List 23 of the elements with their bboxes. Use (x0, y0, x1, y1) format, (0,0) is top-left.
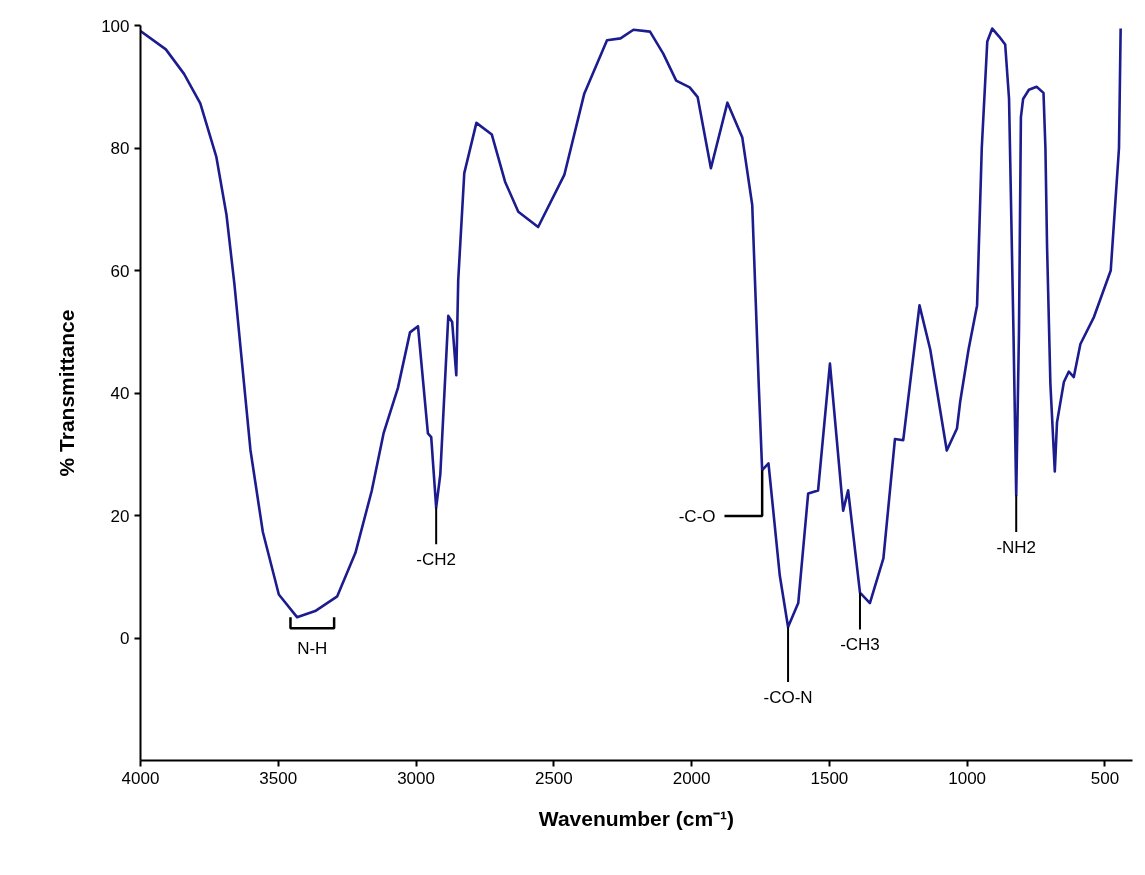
x-tick-label: 1000 (948, 768, 987, 788)
y-tick-label: 60 (110, 261, 130, 281)
x-tick-label: 2000 (672, 768, 711, 788)
x-tick-label: 2500 (534, 768, 573, 788)
annotation: -CO-N (763, 687, 813, 707)
y-tick-label: 100 (101, 16, 130, 36)
annotation: N-H (297, 639, 328, 659)
x-tick-label: 500 (1090, 768, 1120, 788)
y-tick-label: 40 (110, 384, 130, 403)
annotation: -C-O (678, 506, 716, 526)
x-tick-label: 3500 (259, 768, 298, 788)
annotation: -NH2 (996, 537, 1037, 557)
y-axis-title: % Transmittance (55, 309, 79, 477)
y-tick-label: 0 (120, 629, 130, 648)
x-tick-label: 1500 (810, 768, 849, 788)
x-tick-label: 4000 (121, 768, 160, 788)
annotation: -CH2 (416, 549, 457, 569)
x-tick-label: 3000 (397, 768, 435, 788)
x-axis-title: Wavenumber (cm⁻¹) (538, 806, 735, 830)
line-series (140, 27, 1122, 629)
y-tick-label: 80 (110, 139, 130, 158)
annotation: -CH3 (840, 634, 880, 654)
y-tick-label: 20 (110, 506, 130, 526)
